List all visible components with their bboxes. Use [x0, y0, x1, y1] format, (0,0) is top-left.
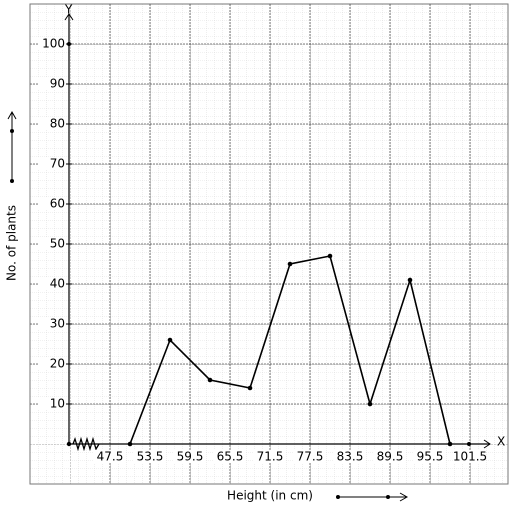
y-tick-label: 20: [50, 357, 65, 371]
y-tick-label: 50: [50, 237, 65, 251]
x-tick-label: 47.5: [97, 450, 124, 464]
y-tick-label: 30: [50, 317, 65, 331]
x-tick-label: 101.5: [453, 450, 487, 464]
y-tick-label: 10: [50, 397, 65, 411]
x-tick-label: 89.5: [377, 450, 404, 464]
y-tick-label: 80: [50, 117, 65, 131]
y-tick-bg: [38, 317, 65, 330]
y-tick-label: 40: [50, 277, 65, 291]
y-axis-letter: Y: [64, 3, 73, 17]
x-tick-bg: [174, 450, 206, 463]
y-axis-title: No. of plants: [5, 205, 19, 281]
x-tick-label: 53.5: [137, 450, 164, 464]
point: [207, 377, 213, 383]
x-tick-bg: [254, 450, 286, 463]
x-arrow: [483, 439, 491, 449]
x-tick-bg: [214, 450, 246, 463]
y-tick-label: 100: [42, 37, 65, 51]
x-tick-label: 65.5: [217, 450, 244, 464]
point: [367, 401, 373, 407]
axis-dot: [467, 442, 471, 446]
point: [407, 277, 413, 283]
y-tick-bg: [38, 117, 65, 130]
x-tick-label: 71.5: [257, 450, 284, 464]
point: [247, 385, 253, 391]
y-tick-bg: [38, 77, 65, 90]
x-axis-letter: X: [497, 435, 505, 449]
y-tick-bg: [38, 237, 65, 250]
y-tick-bg: [38, 357, 65, 370]
origin-dot: [66, 441, 72, 447]
x-tick-label: 83.5: [337, 450, 364, 464]
x-tick-bg: [134, 450, 166, 463]
x-tick-bg: [294, 450, 326, 463]
y-tick-label: 90: [50, 77, 65, 91]
decor-arrow-h: [336, 492, 409, 502]
decor-arrow-v: [7, 110, 17, 183]
x-tick-bg: [334, 450, 366, 463]
x-axis-title: Height (in cm): [227, 489, 313, 503]
y-arrow: [64, 13, 74, 21]
point: [447, 441, 453, 447]
y-tick-label: 60: [50, 197, 65, 211]
y-tick-bg: [38, 397, 65, 410]
y-tick-bg: [38, 197, 65, 210]
y-tick-bg: [38, 37, 65, 50]
y-tick-bg: [38, 277, 65, 290]
x-tick-bg: [454, 450, 486, 463]
x-tick-label: 77.5: [297, 450, 324, 464]
x-tick-bg: [94, 450, 126, 463]
point: [287, 261, 293, 267]
y-tick-label: 70: [50, 157, 65, 171]
point: [167, 337, 173, 343]
point: [127, 441, 133, 447]
axis-break: [72, 436, 100, 452]
x-tick-label: 59.5: [177, 450, 204, 464]
y-tick-bg: [38, 157, 65, 170]
x-tick-bg: [414, 450, 446, 463]
x-tick-label: 95.5: [417, 450, 444, 464]
x-tick-bg: [374, 450, 406, 463]
point: [327, 253, 333, 259]
